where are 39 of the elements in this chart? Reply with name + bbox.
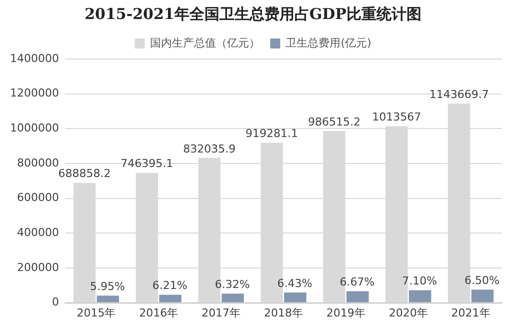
data-label: 986515.2 <box>308 115 360 128</box>
annotation: 6.50% <box>464 274 500 287</box>
bar <box>96 296 120 302</box>
y-tick-label: 1400000 <box>10 52 59 65</box>
data-label: 688858.2 <box>58 167 111 180</box>
annotation: 5.95% <box>90 280 125 294</box>
y-tick-label: 0 <box>52 296 59 309</box>
annotation: 6.67% <box>340 276 375 289</box>
legend-label: 国内生产总值（亿元） <box>150 36 260 50</box>
data-label: 919281.1 <box>246 127 298 140</box>
data-label: 1143669.7 <box>429 88 489 101</box>
data-label: 1013567 <box>372 110 422 124</box>
annotation: 6.21% <box>152 279 188 292</box>
annotation: 6.32% <box>214 278 250 291</box>
x-tick-label: 2016年 <box>139 306 178 320</box>
y-tick-label: 400000 <box>16 226 59 239</box>
data-label: 746395.1 <box>120 157 174 170</box>
y-tick-label: 600000 <box>16 191 59 204</box>
bar <box>159 294 182 302</box>
chart-title: 2015-2021年全国卫生总费用占GDP比重统计图 <box>84 4 422 23</box>
y-tick-label: 800000 <box>16 156 59 170</box>
y-tick-label: 1000000 <box>10 122 59 135</box>
x-tick-label: 2018年 <box>264 306 303 320</box>
x-tick-label: 2020年 <box>388 306 428 320</box>
x-tick-label: 2021年 <box>451 306 490 320</box>
y-tick-label: 1200000 <box>10 86 59 100</box>
x-tick-label: 2015年 <box>76 306 116 320</box>
x-tick-label: 2019年 <box>326 306 366 320</box>
bar <box>284 292 306 302</box>
y-tick-label: 200000 <box>16 260 59 274</box>
bar <box>346 291 369 302</box>
legend-label: 卫生总费用(亿元) <box>286 36 372 50</box>
annotation: 7.10% <box>402 274 438 288</box>
annotation: 6.43% <box>277 276 312 290</box>
bar <box>408 290 432 302</box>
bar <box>222 294 244 302</box>
data-label: 832035.9 <box>183 142 236 156</box>
x-tick-label: 2017年 <box>202 306 241 320</box>
bar <box>471 290 494 302</box>
